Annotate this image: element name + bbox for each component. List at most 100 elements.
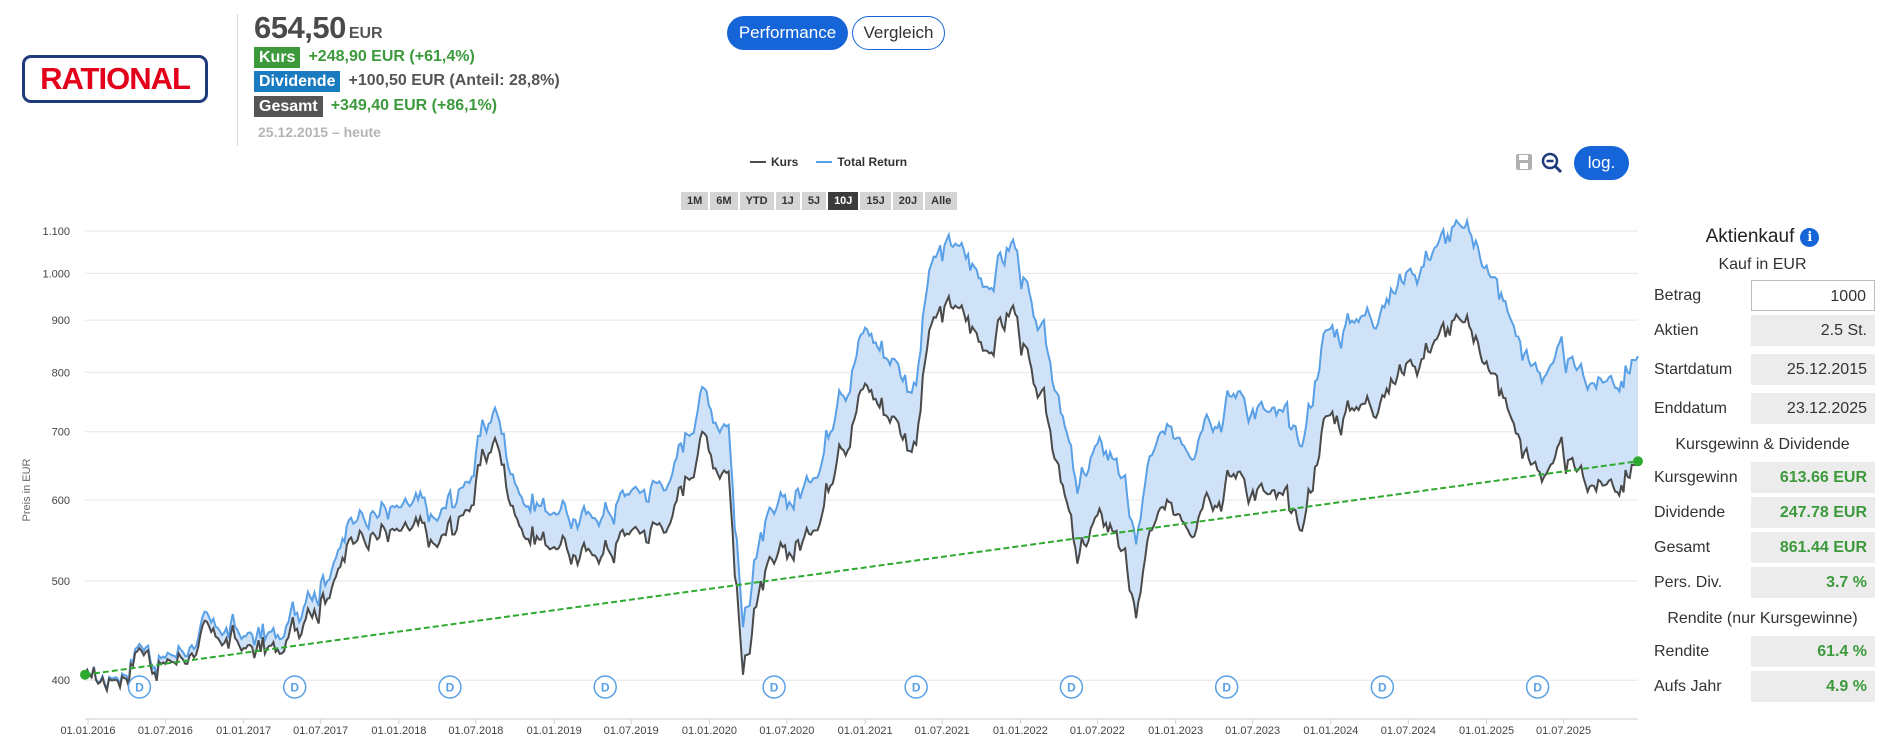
legend-kurs[interactable]: Kurs	[750, 155, 798, 169]
aufs-jahr-value: 4.9 %	[1751, 671, 1875, 702]
range-button-alle[interactable]: Alle	[925, 192, 958, 210]
info-icon[interactable]: i	[1800, 227, 1820, 247]
x-tick-01.01.2022: 01.01.2022	[993, 725, 1048, 737]
y-axis: 400 500 600 700 800 900 1.000 1.100	[42, 226, 70, 687]
zoom-out-icon[interactable]	[1541, 152, 1563, 174]
y-tick-400: 400	[52, 675, 70, 687]
dividend-marker-circle	[1370, 675, 1395, 699]
row-gesamt: Gesamt 861.44 EUR	[1650, 530, 1875, 565]
performance-button[interactable]: Performance	[727, 16, 848, 50]
x-tick-01.07.2022: 01.07.2022	[1070, 725, 1125, 737]
dividend-marker-2016-05-01: D	[127, 675, 152, 699]
company-logo: RATIONAL	[22, 55, 208, 103]
legend-total-return-label: Total Return	[837, 155, 908, 169]
range-button-6m[interactable]: 6M	[710, 192, 738, 210]
dividend-marker-circle	[438, 675, 462, 699]
gesamt-label: Gesamt	[1654, 538, 1711, 556]
row-aufs-jahr: Aufs Jahr 4.9 %	[1650, 669, 1875, 704]
y-tick-1100: 1.100	[42, 226, 70, 238]
row-dividende: Dividende 247.78 EUR	[1650, 495, 1875, 530]
aktien-value: 2.5 St.	[1751, 315, 1875, 346]
y-tick-900: 900	[52, 315, 70, 327]
row-betrag: Betrag 1000	[1650, 278, 1875, 313]
y-axis-title: Preis in EUR	[21, 458, 33, 521]
row-pers-div: Pers. Div. 3.7 %	[1650, 565, 1875, 600]
startdatum-field[interactable]: 25.12.2015	[1751, 354, 1875, 385]
range-button-1m[interactable]: 1M	[681, 192, 709, 210]
dividende-label: Dividende	[1654, 503, 1726, 521]
y-tick-800: 800	[52, 367, 70, 379]
save-icon[interactable]	[1514, 152, 1534, 172]
x-tick-01.07.2016: 01.07.2016	[138, 725, 193, 737]
dividend-marker-label: D	[290, 681, 299, 695]
rendite-value: 61.4 %	[1751, 636, 1875, 667]
range-button-10j[interactable]: 10J	[828, 192, 859, 210]
dividend-marker-label: D	[1533, 681, 1542, 695]
pers-div-label: Pers. Div.	[1654, 573, 1723, 591]
dividende-value: 247.78 EUR	[1751, 497, 1875, 528]
trend-end-marker	[1633, 456, 1643, 467]
dividend-marker-2020-06-01: D	[762, 675, 786, 699]
range-button-20j[interactable]: 20J	[892, 192, 924, 210]
gesamt-value: 861.44 EUR	[1751, 532, 1875, 563]
aktien-label: Aktien	[1654, 321, 1699, 339]
chart-legend: Kurs Total Return	[750, 155, 907, 169]
dividend-marker-circle	[593, 675, 617, 699]
range-selector: 1M 6M YTD 1J 5J 10J 15J 20J Alle	[681, 192, 958, 210]
legend-kurs-line	[750, 161, 766, 163]
betrag-input[interactable]: 1000	[1751, 280, 1875, 311]
range-button-1j[interactable]: 1J	[775, 192, 800, 210]
pers-div-value: 3.7 %	[1751, 567, 1875, 598]
legend-total-return-line	[816, 161, 833, 163]
panel-subtitle: Kauf in EUR	[1718, 256, 1807, 273]
aktienkauf-panel: Aktienkauf i Kauf in EUR Betrag 1000 Akt…	[1650, 222, 1875, 704]
dividend-marker-label: D	[770, 681, 779, 695]
y-tick-700: 700	[52, 427, 70, 439]
dividend-marker-2022-05-01: D	[1059, 675, 1084, 699]
x-tick-01.01.2023: 01.01.2023	[1148, 725, 1203, 737]
dividend-marker-2024-05-01: D	[1370, 675, 1395, 699]
stat-kurs: Kurs +248,90 EUR (+61,4%)	[254, 46, 475, 68]
dividend-marker-circle	[1214, 675, 1239, 699]
row-aktien: Aktien 2.5 St.	[1650, 313, 1875, 348]
dividend-marker-2025-05-01: D	[1525, 675, 1550, 699]
dividend-marker-2017-05-01: D	[282, 675, 307, 699]
price-display: 654,50 EUR	[254, 10, 383, 46]
x-tick-01.01.2021: 01.01.2021	[838, 725, 893, 737]
range-button-15j[interactable]: 15J	[860, 192, 891, 210]
kursgewinn-label: Kursgewinn	[1654, 468, 1738, 486]
x-tick-01.07.2020: 01.07.2020	[759, 725, 814, 737]
x-tick-01.01.2017: 01.01.2017	[216, 725, 271, 737]
trend-start-marker	[80, 669, 90, 680]
row-startdatum: Startdatum 25.12.2015	[1650, 352, 1875, 387]
price-value: 654,50	[254, 10, 346, 45]
legend-total-return[interactable]: Total Return	[816, 155, 907, 169]
trend-line	[84, 460, 1639, 676]
vergleich-button[interactable]: Vergleich	[852, 16, 945, 50]
stat-dividende-value: +100,50 EUR (Anteil: 28,8%)	[348, 72, 560, 89]
range-button-5j[interactable]: 5J	[801, 192, 827, 210]
log-scale-button[interactable]: log.	[1574, 146, 1629, 180]
panel-title: Aktienkauf i	[1650, 222, 1875, 252]
price-currency: EUR	[348, 25, 383, 42]
x-tick-01.01.2016: 01.01.2016	[60, 725, 115, 737]
row-rendite: Rendite 61.4 %	[1650, 634, 1875, 669]
dividend-marker-circle	[1525, 675, 1550, 699]
x-tick-01.01.2020: 01.01.2020	[682, 725, 737, 737]
legend-kurs-label: Kurs	[771, 155, 799, 169]
enddatum-label: Enddatum	[1654, 399, 1727, 417]
total-return-line	[84, 216, 1639, 693]
stat-kurs-tag: Kurs	[254, 46, 301, 68]
enddatum-field[interactable]: 23.12.2025	[1751, 393, 1875, 424]
x-tick-01.01.2019: 01.01.2019	[527, 725, 582, 737]
row-kursgewinn: Kursgewinn 613.66 EUR	[1650, 460, 1875, 495]
x-tick-01.07.2021: 01.07.2021	[915, 725, 970, 737]
dividend-marker-circle	[1059, 675, 1084, 699]
betrag-label: Betrag	[1654, 286, 1702, 304]
dividend-marker-2023-05-01: D	[1214, 675, 1239, 699]
dividend-marker-label: D	[1222, 681, 1231, 695]
range-button-ytd[interactable]: YTD	[739, 192, 774, 210]
x-tick-01.01.2025: 01.01.2025	[1459, 725, 1514, 737]
stat-dividende: Dividende +100,50 EUR (Anteil: 28,8%)	[254, 70, 560, 92]
